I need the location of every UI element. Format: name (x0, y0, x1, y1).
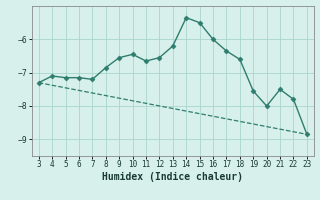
X-axis label: Humidex (Indice chaleur): Humidex (Indice chaleur) (102, 172, 243, 182)
